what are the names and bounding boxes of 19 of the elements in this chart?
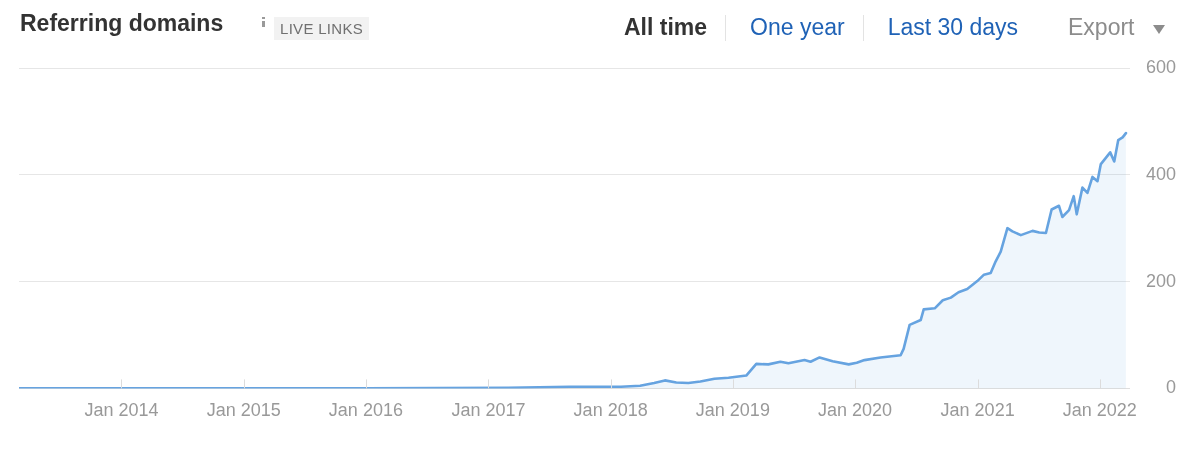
x-tick-label: Jan 2020 (818, 400, 893, 421)
y-tick-label: 600 (1145, 56, 1176, 77)
y-tick-label: 200 (1145, 270, 1176, 291)
x-tick-label: Jan 2018 (573, 400, 648, 421)
chart-title: Referring domains (20, 9, 224, 37)
x-tick-label: Jan 2014 (84, 400, 159, 421)
x-tick-label: Jan 2016 (328, 400, 403, 421)
x-tick-label: Jan 2017 (451, 400, 526, 421)
text: Export (1068, 14, 1135, 41)
text: One year (750, 14, 845, 41)
y-tick-label: 400 (1145, 163, 1176, 184)
x-tick-label: Jan 2015 (206, 400, 281, 421)
y-tick-label: 0 (1165, 377, 1176, 398)
x-tick-label: Jan 2022 (1062, 400, 1137, 421)
text: All time (624, 14, 708, 41)
text: Last 30 days (887, 14, 1019, 41)
x-tick-label: Jan 2019 (695, 400, 770, 421)
text: LIVE LINKS (274, 17, 370, 40)
x-tick-label: Jan 2021 (940, 400, 1015, 421)
